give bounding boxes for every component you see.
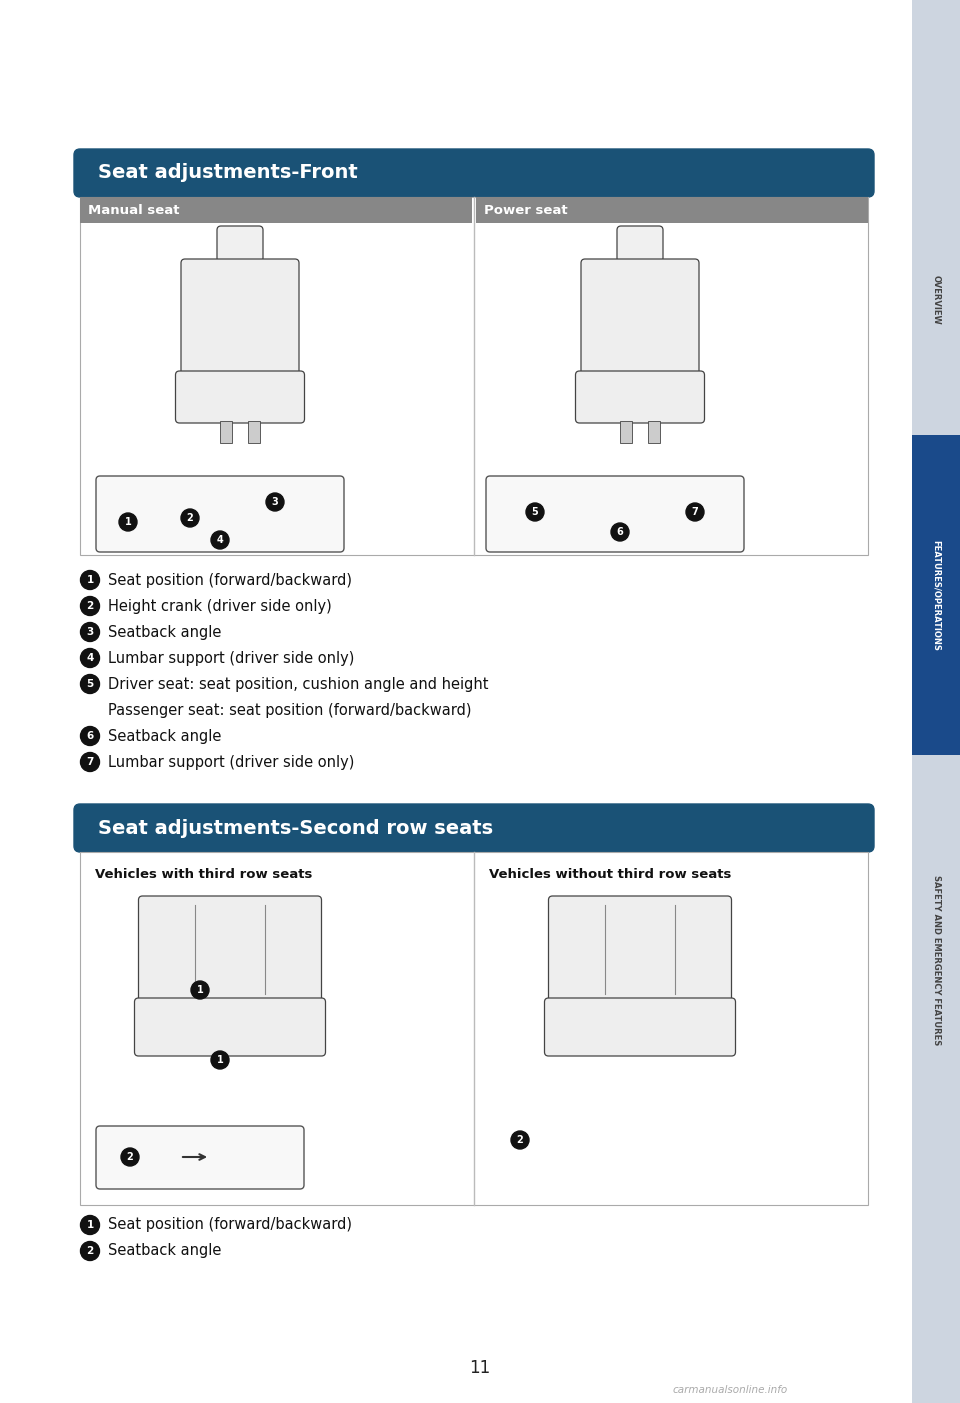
FancyBboxPatch shape — [617, 226, 663, 262]
Text: 1: 1 — [217, 1055, 224, 1065]
FancyBboxPatch shape — [96, 1127, 304, 1188]
FancyBboxPatch shape — [217, 226, 263, 262]
Text: Passenger seat: seat position (forward/backward): Passenger seat: seat position (forward/b… — [108, 703, 471, 717]
Circle shape — [611, 523, 629, 542]
FancyBboxPatch shape — [138, 897, 322, 1003]
FancyBboxPatch shape — [544, 998, 735, 1056]
Text: 2: 2 — [186, 513, 193, 523]
Text: Vehicles without third row seats: Vehicles without third row seats — [489, 867, 732, 881]
Text: 1: 1 — [86, 1221, 94, 1230]
Circle shape — [81, 1242, 100, 1260]
Text: 3: 3 — [86, 627, 94, 637]
FancyBboxPatch shape — [181, 260, 299, 377]
Text: 5: 5 — [532, 506, 539, 516]
Text: Manual seat: Manual seat — [88, 203, 180, 216]
Circle shape — [266, 492, 284, 511]
FancyBboxPatch shape — [575, 370, 705, 422]
Text: 6: 6 — [86, 731, 94, 741]
Circle shape — [211, 530, 229, 549]
Bar — [80, 196, 472, 223]
Bar — [648, 421, 660, 443]
Text: OVERVIEW: OVERVIEW — [931, 275, 941, 325]
FancyBboxPatch shape — [176, 370, 304, 422]
Text: 1: 1 — [125, 516, 132, 528]
Text: 2: 2 — [516, 1135, 523, 1145]
Text: carmanualsonline.info: carmanualsonline.info — [672, 1385, 787, 1395]
Text: 2: 2 — [86, 1246, 94, 1256]
Bar — [80, 196, 868, 556]
FancyBboxPatch shape — [486, 476, 744, 551]
Text: SAFETY AND EMERGENCY FEATURES: SAFETY AND EMERGENCY FEATURES — [931, 875, 941, 1045]
Text: Seat adjustments-Front: Seat adjustments-Front — [98, 164, 358, 182]
Text: Seat position (forward/backward): Seat position (forward/backward) — [108, 572, 352, 588]
Text: Driver seat: seat position, cushion angle and height: Driver seat: seat position, cushion angl… — [108, 676, 489, 692]
Bar — [80, 852, 868, 1205]
FancyBboxPatch shape — [581, 260, 699, 377]
Text: Vehicles with third row seats: Vehicles with third row seats — [95, 867, 312, 881]
Bar — [476, 196, 868, 223]
Bar — [912, 0, 960, 1403]
Text: 7: 7 — [691, 506, 698, 516]
Text: 5: 5 — [86, 679, 94, 689]
FancyBboxPatch shape — [74, 149, 874, 196]
Text: 4: 4 — [217, 535, 224, 544]
Circle shape — [181, 509, 199, 528]
Text: Height crank (driver side only): Height crank (driver side only) — [108, 599, 332, 613]
Text: Seatback angle: Seatback angle — [108, 1243, 222, 1258]
Text: 2: 2 — [127, 1152, 133, 1162]
Circle shape — [686, 504, 704, 521]
FancyBboxPatch shape — [134, 998, 325, 1056]
Circle shape — [81, 675, 100, 693]
Bar — [220, 421, 232, 443]
Text: 4: 4 — [86, 652, 94, 664]
FancyBboxPatch shape — [548, 897, 732, 1003]
Circle shape — [119, 513, 137, 530]
Text: 11: 11 — [469, 1360, 491, 1376]
FancyBboxPatch shape — [96, 476, 344, 551]
Bar — [248, 421, 260, 443]
Circle shape — [81, 727, 100, 745]
FancyBboxPatch shape — [74, 804, 874, 852]
Text: 3: 3 — [272, 497, 278, 506]
Circle shape — [191, 981, 209, 999]
Text: Seatback angle: Seatback angle — [108, 624, 222, 640]
Text: Seat adjustments-Second row seats: Seat adjustments-Second row seats — [98, 818, 493, 838]
Circle shape — [526, 504, 544, 521]
Text: Seatback angle: Seatback angle — [108, 728, 222, 744]
Text: Seat position (forward/backward): Seat position (forward/backward) — [108, 1218, 352, 1232]
Text: Lumbar support (driver side only): Lumbar support (driver side only) — [108, 755, 354, 769]
Circle shape — [81, 752, 100, 772]
Circle shape — [81, 571, 100, 589]
Circle shape — [81, 623, 100, 641]
Circle shape — [511, 1131, 529, 1149]
Text: 1: 1 — [197, 985, 204, 995]
Text: 6: 6 — [616, 528, 623, 537]
Circle shape — [81, 1215, 100, 1235]
Circle shape — [81, 648, 100, 668]
Circle shape — [211, 1051, 229, 1069]
Circle shape — [121, 1148, 139, 1166]
Bar — [912, 435, 960, 755]
Text: Lumbar support (driver side only): Lumbar support (driver side only) — [108, 651, 354, 665]
Text: FEATURES/OPERATIONS: FEATURES/OPERATIONS — [931, 540, 941, 651]
Text: 7: 7 — [86, 758, 94, 767]
Circle shape — [81, 596, 100, 616]
Bar — [620, 421, 632, 443]
Text: 2: 2 — [86, 600, 94, 610]
Text: Power seat: Power seat — [484, 203, 567, 216]
Text: 1: 1 — [86, 575, 94, 585]
